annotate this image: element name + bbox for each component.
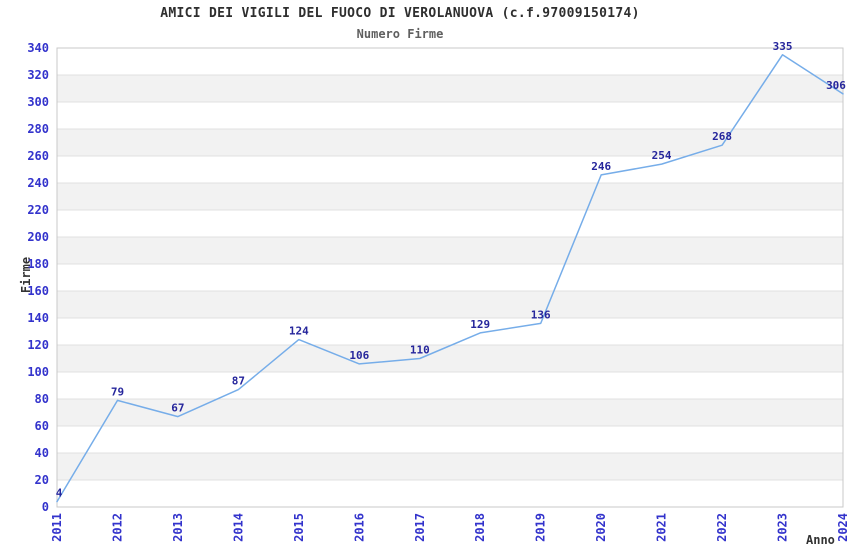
y-tick-label: 220 bbox=[27, 203, 49, 217]
y-tick-label: 160 bbox=[27, 284, 49, 298]
grid-band bbox=[57, 345, 843, 372]
x-tick-label: 2015 bbox=[292, 513, 306, 542]
chart-subtitle: Numero Firme bbox=[356, 27, 444, 41]
data-label: 106 bbox=[349, 349, 369, 362]
data-label: 4 bbox=[56, 487, 63, 500]
series-line bbox=[56, 54, 844, 503]
x-tick-label: 2018 bbox=[473, 513, 487, 542]
y-tick-label: 200 bbox=[27, 230, 49, 244]
data-label: 306 bbox=[826, 79, 846, 92]
y-tick-label: 120 bbox=[27, 338, 49, 352]
data-label: 87 bbox=[232, 375, 245, 388]
plot-border bbox=[56, 47, 844, 508]
grid-band bbox=[57, 183, 843, 210]
y-tick-label: 320 bbox=[27, 68, 49, 82]
y-tick-label: 300 bbox=[27, 95, 49, 109]
data-label: 110 bbox=[410, 344, 430, 357]
y-tick-label: 80 bbox=[35, 392, 49, 406]
data-label: 254 bbox=[652, 149, 672, 162]
data-label: 136 bbox=[531, 308, 551, 321]
data-label: 129 bbox=[470, 318, 490, 331]
x-tick-label: 2013 bbox=[171, 513, 185, 542]
y-tick-label: 260 bbox=[27, 149, 49, 163]
y-tick-label: 40 bbox=[35, 446, 49, 460]
x-tick-label: 2021 bbox=[655, 513, 669, 542]
grid-band bbox=[57, 291, 843, 318]
y-tick-label: 60 bbox=[35, 419, 49, 433]
x-axis-title: Anno bbox=[806, 533, 835, 547]
y-tick-label: 140 bbox=[27, 311, 49, 325]
data-label: 124 bbox=[289, 325, 309, 338]
x-tick-label: 2024 bbox=[836, 513, 850, 542]
y-tick-label: 20 bbox=[35, 473, 49, 487]
x-tick-label: 2020 bbox=[594, 513, 608, 542]
grid-band bbox=[57, 129, 843, 156]
data-label: 67 bbox=[171, 402, 184, 415]
chart-title: AMICI DEI VIGILI DEL FUOCO DI VEROLANUOV… bbox=[160, 6, 640, 21]
grid-band bbox=[57, 237, 843, 264]
data-label: 268 bbox=[712, 130, 732, 143]
x-tick-label: 2012 bbox=[110, 513, 124, 542]
y-tick-label: 280 bbox=[27, 122, 49, 136]
y-tick-label: 340 bbox=[27, 41, 49, 55]
data-label: 335 bbox=[773, 40, 793, 53]
y-tick-label: 240 bbox=[27, 176, 49, 190]
grid-band bbox=[57, 453, 843, 480]
y-tick-label: 100 bbox=[27, 365, 49, 379]
grid-band bbox=[57, 75, 843, 102]
data-label: 246 bbox=[591, 160, 611, 173]
x-tick-label: 2014 bbox=[231, 513, 245, 542]
x-tick-label: 2011 bbox=[50, 513, 64, 542]
y-tick-label: 180 bbox=[27, 257, 49, 271]
x-tick-label: 2019 bbox=[534, 513, 548, 542]
x-tick-label: 2022 bbox=[715, 513, 729, 542]
y-tick-label: 0 bbox=[42, 500, 49, 514]
x-tick-label: 2023 bbox=[776, 513, 790, 542]
x-tick-label: 2017 bbox=[413, 513, 427, 542]
x-tick-label: 2016 bbox=[352, 513, 366, 542]
data-label: 79 bbox=[111, 385, 124, 398]
